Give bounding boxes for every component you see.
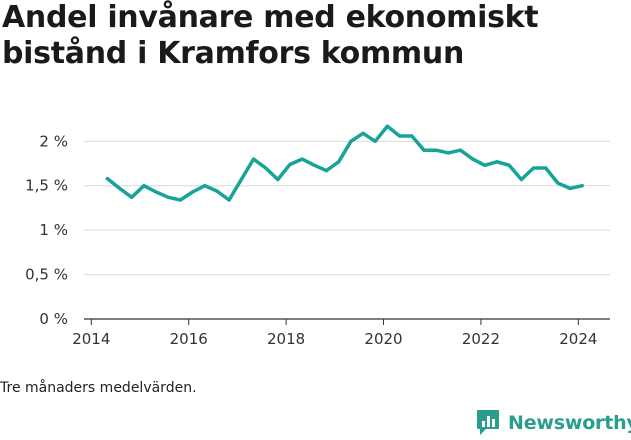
y-tick-label: 0 %: [39, 310, 68, 328]
data-point: [410, 134, 414, 138]
data-point: [117, 186, 122, 191]
series-layer: [105, 124, 584, 202]
data-point: [337, 160, 341, 164]
data-point: [154, 190, 158, 194]
data-point: [130, 195, 134, 199]
data-point: [312, 163, 316, 167]
data-point: [458, 148, 463, 152]
x-tick-label: 2016: [170, 330, 208, 348]
data-point: [373, 139, 377, 143]
series-line-0: [105, 124, 584, 202]
data-point: [349, 139, 353, 143]
bar-chart-logo-icon: [477, 410, 499, 435]
y-tick-label: 2 %: [39, 132, 68, 150]
data-point: [519, 177, 523, 182]
data-point: [544, 166, 548, 170]
data-point: [580, 184, 584, 188]
data-point: [531, 166, 536, 170]
x-tick-label: 2022: [462, 330, 500, 348]
x-tick-labels: 2014 2016 2018 2020 2022 2024: [72, 319, 597, 348]
data-point: [434, 148, 438, 152]
data-point: [300, 157, 304, 161]
y-tick-label: 1 %: [39, 221, 68, 239]
data-point: [495, 160, 499, 164]
data-point: [385, 124, 390, 128]
data-point: [568, 186, 572, 191]
x-tick-label: 2018: [267, 330, 305, 348]
x-tick-label: 2024: [559, 330, 597, 348]
line-chart: 0 % 0,5 % 1 % 1,5 % 2 % 2014 2016 2018 2020 2022…: [25, 124, 610, 348]
grid-lines: [84, 140, 610, 320]
data-point: [239, 177, 243, 182]
data-point: [324, 169, 329, 173]
data-point: [203, 184, 207, 188]
data-point: [251, 157, 256, 161]
data-point: [446, 151, 450, 155]
data-point: [276, 177, 280, 182]
data-point: [191, 190, 195, 194]
chart-caption: Tre månaders medelvärden.: [0, 380, 197, 396]
brand-logo: Newsworthy: [476, 406, 631, 440]
data-point: [361, 131, 365, 135]
data-point: [227, 198, 231, 202]
y-tick-label: 0,5 %: [25, 266, 68, 284]
data-point: [166, 195, 170, 199]
data-point: [288, 162, 292, 167]
data-point: [422, 148, 426, 152]
data-point: [556, 181, 560, 185]
x-tick-label: 2014: [72, 330, 110, 348]
brand-name: Newsworthy: [508, 412, 631, 434]
data-point: [264, 166, 268, 170]
data-point: [398, 134, 402, 138]
chart-title: Andel invånare med ekonomiskt bistånd i …: [2, 0, 539, 71]
x-tick-label: 2020: [364, 330, 402, 348]
data-point: [471, 157, 475, 161]
y-tick-labels: 0 % 0,5 % 1 % 1,5 % 2 %: [25, 132, 68, 328]
data-point: [507, 163, 511, 167]
y-tick-label: 1,5 %: [25, 177, 68, 195]
data-point: [483, 163, 487, 167]
data-point: [142, 184, 146, 188]
data-point: [215, 189, 219, 193]
data-point: [178, 198, 183, 202]
data-point: [105, 177, 109, 181]
